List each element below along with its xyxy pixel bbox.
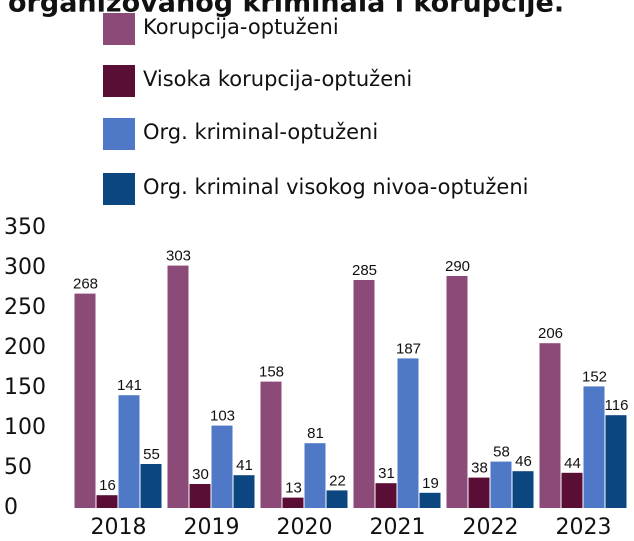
bar	[74, 293, 96, 508]
x-tick-label: 2018	[91, 515, 147, 540]
bar	[539, 343, 561, 508]
y-tick-label: 0	[4, 495, 18, 520]
bar	[375, 483, 397, 508]
legend-label: Org. kriminal-optuženi	[143, 120, 378, 144]
x-tick-label: 2019	[184, 515, 240, 540]
value-label: 41	[236, 457, 253, 474]
chart-title: organizovanog kriminala i korupcije.	[8, 0, 564, 19]
value-label: 31	[378, 465, 395, 482]
value-label: 81	[307, 425, 324, 442]
bar	[490, 461, 512, 508]
value-label: 46	[515, 453, 532, 470]
legend-label: Korupcija-optuženi	[143, 15, 339, 39]
value-label: 187	[396, 340, 421, 357]
y-tick-label: 350	[4, 215, 46, 240]
x-tick-label: 2021	[370, 515, 426, 540]
bar	[561, 472, 583, 508]
value-label: 285	[352, 262, 377, 279]
bar	[233, 475, 255, 508]
y-tick-label: 250	[4, 295, 46, 320]
bar	[353, 280, 375, 508]
value-label: 103	[210, 408, 235, 425]
value-label: 13	[285, 480, 302, 497]
bar	[118, 395, 140, 508]
legend-swatch	[103, 173, 135, 205]
bar	[96, 495, 118, 508]
value-label: 206	[538, 325, 563, 342]
bar	[140, 464, 162, 508]
x-tick-label: 2022	[463, 515, 519, 540]
y-tick-label: 100	[4, 415, 46, 440]
value-label: 268	[73, 276, 98, 293]
y-tick-label: 150	[4, 375, 46, 400]
bar	[419, 492, 441, 508]
legend-swatch	[103, 65, 135, 97]
value-label: 22	[329, 472, 346, 489]
bar	[189, 484, 211, 508]
bar	[512, 471, 534, 508]
bar	[326, 490, 348, 508]
value-label: 152	[582, 368, 607, 385]
value-label: 44	[564, 455, 581, 472]
value-label: 58	[493, 444, 510, 461]
bar	[260, 381, 282, 508]
legend-swatch	[103, 118, 135, 150]
value-label: 116	[605, 397, 629, 414]
value-label: 303	[166, 248, 191, 265]
y-tick-label: 50	[4, 455, 32, 480]
bar	[446, 276, 468, 508]
value-label: 38	[471, 460, 488, 477]
x-tick-label: 2023	[556, 515, 612, 540]
x-tick-label: 2020	[277, 515, 333, 540]
bar	[583, 386, 605, 508]
bar	[304, 443, 326, 508]
y-tick-label: 300	[4, 255, 46, 280]
legend-label: Org. kriminal visokog nivoa-optuženi	[143, 175, 528, 199]
value-label: 55	[143, 446, 160, 463]
bar	[605, 415, 627, 508]
value-label: 30	[192, 466, 209, 483]
bar	[167, 265, 189, 508]
value-label: 141	[117, 377, 142, 394]
bar	[397, 358, 419, 508]
value-label: 290	[445, 258, 470, 275]
legend-label: Visoka korupcija-optuženi	[143, 67, 412, 91]
bar	[211, 425, 233, 508]
bar	[282, 497, 304, 508]
value-label: 19	[422, 475, 439, 492]
legend-swatch	[103, 13, 135, 45]
y-tick-label: 200	[4, 335, 46, 360]
bar	[468, 477, 490, 508]
value-label: 16	[99, 477, 116, 494]
value-label: 158	[259, 364, 284, 381]
